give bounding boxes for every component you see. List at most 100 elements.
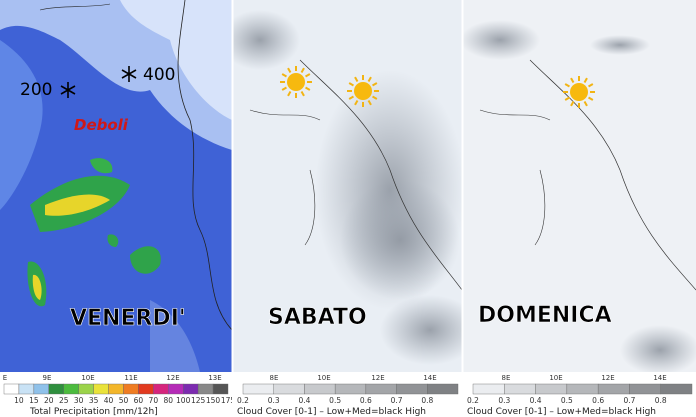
lon-tick-label: 9E	[43, 374, 52, 382]
panel: SABATO 8E 10E 12E 14E 0.2 0.3 0.4 0.5 0.6 0.7 0.8 Cl…	[233, 305, 462, 417]
colorbar-swatch	[629, 383, 661, 395]
colorbar-swatch	[182, 383, 199, 395]
axis-strip	[0, 372, 232, 382]
cloud-map-sunday	[463, 0, 696, 375]
colorbar-swatch	[18, 383, 35, 395]
panel: DOMENICA 8E 10E 12E 14E 0.2 0.3 0.4 0.5 0.6 0.7 0.8…	[463, 303, 696, 417]
lon-tick-label: E	[3, 374, 7, 382]
colorbar-swatch	[396, 383, 428, 395]
colorbar-label: 35	[89, 396, 99, 405]
colorbar-label: 0.6	[360, 396, 372, 405]
sun-ray	[300, 91, 305, 97]
cloud-map-saturday	[233, 0, 462, 372]
sun-ray	[372, 95, 378, 100]
colorbar-swatch	[212, 383, 229, 395]
sun-ray	[570, 77, 575, 83]
lon-tick-label: 12E	[371, 374, 384, 382]
colorbar-swatch	[63, 383, 79, 395]
colorbar-label: 0.6	[592, 396, 604, 405]
colorbar-label: 60	[134, 396, 144, 405]
sun-ray	[287, 67, 292, 73]
sun-ray	[287, 91, 292, 97]
sun-ray	[583, 77, 588, 83]
colorbar-label: 50	[119, 396, 129, 405]
colorbar-label: 70	[149, 396, 159, 405]
colorbar-swatch	[153, 383, 169, 395]
day-label: VENERDI'	[70, 306, 186, 331]
colorbar-label: 125	[191, 396, 206, 405]
colorbar-swatch	[660, 383, 693, 395]
colorbar-swatch	[242, 383, 274, 395]
lon-tick-label: 8E	[270, 374, 279, 382]
lon-tick-label: 10E	[317, 374, 330, 382]
sun	[570, 83, 588, 101]
sun-ray	[367, 100, 372, 106]
colorbar-label: 0.8	[655, 396, 667, 405]
lon-tick-label: 12E	[601, 374, 614, 382]
colorbar-label: 20	[44, 396, 54, 405]
sun-ray	[564, 96, 570, 101]
colorbar-label: 100	[176, 396, 191, 405]
colorbar-swatch	[427, 383, 459, 395]
colorbar-label: 0.5	[561, 396, 573, 405]
precip-map	[0, 0, 232, 372]
colorbar-title: Cloud Cover [0-1] – Low+Med=black High	[237, 407, 426, 417]
colorbar-swatch	[33, 383, 49, 395]
lon-tick-label: 11E	[124, 374, 137, 382]
lon-tick-label: 14E	[423, 374, 436, 382]
colorbar-swatch	[304, 383, 336, 395]
colorbar-swatch	[365, 383, 397, 395]
colorbar-label: 80	[163, 396, 173, 405]
colorbar-swatch	[273, 383, 305, 395]
colorbar-swatch	[597, 383, 630, 395]
sun-ray	[300, 67, 305, 73]
map-annotation: 400	[143, 65, 175, 85]
lon-tick-label: 12E	[166, 374, 179, 382]
colorbar-swatch	[48, 383, 64, 395]
colorbar-swatch	[93, 383, 109, 395]
map-annotation: 200	[20, 80, 52, 100]
colorbar-swatch	[535, 383, 568, 395]
snowflake	[60, 66, 137, 98]
colorbar-label: 0.3	[498, 396, 510, 405]
colorbar-label: 0.3	[268, 396, 280, 405]
panel: VENERDI' 200 400 Deboli E 9E 10E 11E 12E 13E 10 15 2…	[0, 65, 236, 417]
lon-tick-label: 13E	[208, 374, 221, 382]
sun-ray	[305, 86, 311, 91]
colorbar-label: 0.2	[237, 396, 249, 405]
colorbar-label: 10	[14, 396, 24, 405]
colorbar-label: 175	[221, 396, 236, 405]
lon-tick-label: 14E	[653, 374, 666, 382]
colorbar-swatch	[78, 383, 94, 395]
sun-ray	[564, 83, 570, 88]
colorbar-label: 30	[74, 396, 84, 405]
sun-ray	[305, 73, 311, 78]
axis-strip	[233, 372, 462, 382]
colorbar-swatch	[138, 383, 154, 395]
colorbar-label: 0.7	[391, 396, 403, 405]
lon-tick-label: 10E	[549, 374, 562, 382]
sun-ray	[281, 73, 287, 78]
colorbar-title: Cloud Cover [0-1] – Low+Med=black High	[467, 407, 656, 417]
colorbar-label: 15	[29, 396, 39, 405]
sun-ray	[281, 86, 287, 91]
sun-ray	[570, 101, 575, 107]
colorbar-swatch	[108, 383, 124, 395]
colorbar-swatch	[334, 383, 367, 395]
suns	[280, 66, 595, 108]
colorbar-swatch	[566, 383, 599, 395]
sun-ray	[348, 95, 354, 100]
sun-ray	[348, 82, 354, 87]
colorbar-swatch	[123, 383, 139, 395]
sun-ray	[367, 76, 372, 82]
colorbar-label: 0.7	[623, 396, 635, 405]
axis-strip	[463, 372, 696, 382]
colorbar-title: Total Precipitation [mm/12h]	[29, 407, 158, 417]
sun	[354, 82, 372, 100]
sun	[287, 73, 305, 91]
lon-tick-label: 10E	[81, 374, 94, 382]
day-label: SABATO	[268, 305, 367, 330]
colorbar-swatch	[197, 383, 214, 395]
map-annotation: Deboli	[74, 116, 129, 134]
